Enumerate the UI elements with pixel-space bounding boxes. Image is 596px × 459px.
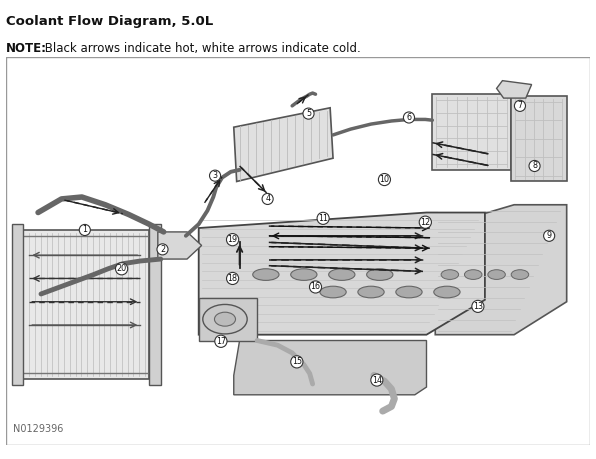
- Text: 3: 3: [213, 171, 218, 180]
- Polygon shape: [511, 96, 567, 181]
- Ellipse shape: [434, 286, 460, 298]
- Text: 7: 7: [517, 101, 523, 110]
- Ellipse shape: [464, 270, 482, 280]
- Ellipse shape: [358, 286, 384, 298]
- Polygon shape: [435, 205, 567, 335]
- Text: 9: 9: [547, 231, 552, 241]
- Ellipse shape: [396, 286, 422, 298]
- Text: 5: 5: [306, 109, 311, 118]
- Text: 18: 18: [228, 274, 238, 283]
- Ellipse shape: [441, 270, 458, 280]
- Ellipse shape: [320, 286, 346, 298]
- Ellipse shape: [328, 269, 355, 280]
- Circle shape: [203, 304, 247, 334]
- Text: 17: 17: [216, 337, 226, 346]
- Text: 16: 16: [311, 282, 321, 291]
- Text: N0129396: N0129396: [13, 425, 63, 434]
- Ellipse shape: [291, 269, 317, 280]
- Polygon shape: [198, 213, 485, 335]
- Text: 13: 13: [473, 302, 483, 311]
- Ellipse shape: [367, 269, 393, 280]
- Text: 20: 20: [117, 264, 127, 273]
- Circle shape: [215, 312, 235, 326]
- Text: 10: 10: [380, 175, 389, 184]
- Polygon shape: [198, 298, 257, 341]
- Text: 4: 4: [265, 195, 270, 203]
- Polygon shape: [158, 232, 201, 259]
- Text: 8: 8: [532, 162, 537, 170]
- Polygon shape: [149, 224, 161, 385]
- Polygon shape: [496, 81, 532, 98]
- Polygon shape: [12, 224, 23, 385]
- Text: 14: 14: [372, 375, 382, 385]
- Polygon shape: [234, 108, 333, 181]
- Text: NOTE:: NOTE:: [6, 42, 47, 55]
- Text: 2: 2: [160, 245, 165, 254]
- Polygon shape: [18, 230, 149, 379]
- Polygon shape: [432, 94, 511, 170]
- Text: 11: 11: [318, 214, 328, 223]
- Text: Coolant Flow Diagram, 5.0L: Coolant Flow Diagram, 5.0L: [6, 15, 213, 28]
- Ellipse shape: [488, 270, 505, 280]
- Text: 1: 1: [82, 225, 87, 235]
- Text: 15: 15: [292, 358, 302, 366]
- Ellipse shape: [511, 270, 529, 280]
- Ellipse shape: [253, 269, 279, 280]
- Polygon shape: [234, 341, 427, 395]
- Text: 12: 12: [420, 218, 430, 227]
- Text: 19: 19: [228, 235, 238, 244]
- Text: Black arrows indicate hot, white arrows indicate cold.: Black arrows indicate hot, white arrows …: [41, 42, 360, 55]
- Text: 6: 6: [406, 113, 411, 122]
